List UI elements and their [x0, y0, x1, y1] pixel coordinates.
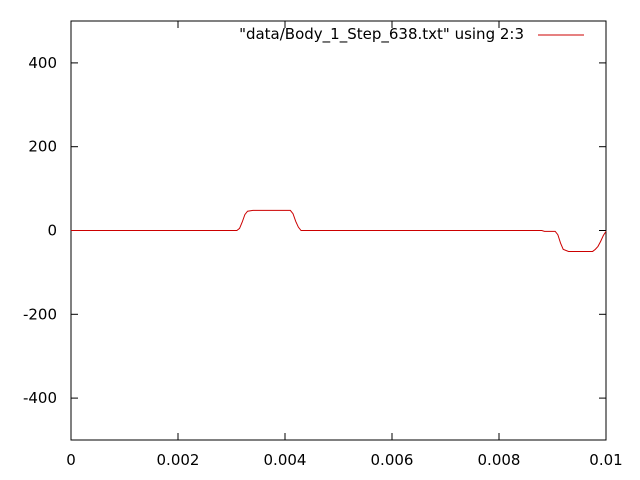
- y-tick-label: 400: [28, 54, 57, 72]
- x-tick-label: 0.008: [478, 451, 521, 469]
- y-tick-label: 0: [47, 222, 57, 240]
- x-tick-label: 0.006: [371, 451, 414, 469]
- x-tick-label: 0: [66, 451, 76, 469]
- series-line: [71, 209, 607, 252]
- x-tick-label: 0.002: [157, 451, 200, 469]
- y-tick-label: 200: [28, 138, 57, 156]
- y-tick-label: -400: [23, 389, 57, 407]
- x-axis: 0 0.002 0.004 0.006 0.008 0.01: [66, 21, 623, 469]
- legend-label: "data/Body_1_Step_638.txt" using 2:3: [239, 25, 524, 44]
- y-axis: -400 -200 0 200 400: [23, 54, 606, 407]
- x-tick-label: 0.004: [264, 451, 307, 469]
- x-tick-label: 0.01: [589, 451, 622, 469]
- y-tick-label: -200: [23, 305, 57, 323]
- series-layer: [71, 209, 607, 252]
- legend: "data/Body_1_Step_638.txt" using 2:3: [239, 25, 584, 44]
